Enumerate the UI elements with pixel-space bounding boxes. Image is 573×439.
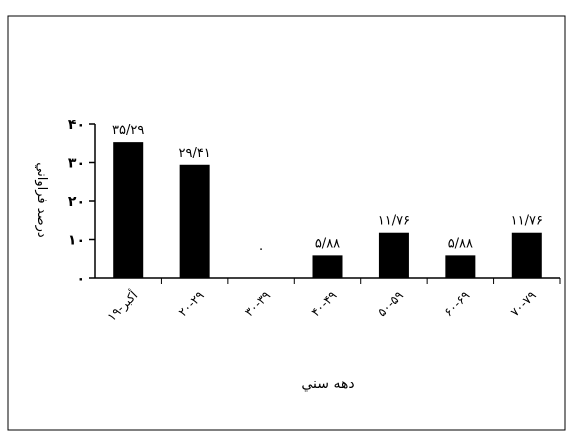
x-axis-title: دهه سني <box>301 376 354 392</box>
data-label: ۱۱/۷۶ <box>511 214 543 229</box>
x-tick-label: ۳۰-۳۹ <box>242 288 273 319</box>
bar <box>511 232 542 278</box>
x-tick-label: ۵۰-۵۹ <box>375 288 406 319</box>
data-label: ۱۱/۷۶ <box>378 214 410 229</box>
x-axis: ۱۹-أكبر ۲۰-۲۹ ۳۰-۳۹ ۴۰-۴۹ ۵۰-۵۹ ۶۰-۶۹ ۷۰-۷۹ <box>95 277 561 325</box>
y-tick-label: ۲۰ <box>68 194 85 210</box>
x-tick-label: ۴۰-۴۹ <box>308 288 339 319</box>
x-tick-label: ۷۰-۷۹ <box>508 288 539 319</box>
x-tick-label: ۶۰-۶۹ <box>441 288 472 319</box>
bars-group <box>113 142 542 278</box>
y-tick-label: ۴۰ <box>68 117 85 133</box>
x-tick-label: ۲۰-۲۹ <box>176 288 207 319</box>
y-tick-label: ۱۰ <box>68 233 85 249</box>
bar <box>113 142 144 278</box>
data-label: . <box>259 239 263 254</box>
data-label: ۵/۸۸ <box>448 236 473 251</box>
y-tick-label: ۰ <box>76 271 85 287</box>
data-labels-group: ۳۵/۲۹ ۲۹/۴۱. ۵/۸۸ ۱۱/۷۶ ۵/۸۸ ۱۱/۷۶ <box>112 123 543 254</box>
chart-border <box>7 15 566 431</box>
bar <box>312 255 343 278</box>
y-axis: ۰ ۱۰ ۲۰ ۳۰ ۴۰ <box>68 117 96 287</box>
data-label: ۳۵/۲۹ <box>112 123 144 138</box>
bar <box>445 255 476 278</box>
data-label: ۵/۸۸ <box>315 236 340 251</box>
bar <box>378 232 409 278</box>
x-tick-label: ۱۹-أكبر <box>104 288 141 325</box>
y-tick-label: ۳۰ <box>68 156 85 172</box>
data-label: ۲۹/۴۱ <box>178 146 210 161</box>
bar <box>179 164 210 278</box>
y-axis-title: درصد فراواني <box>34 162 49 238</box>
